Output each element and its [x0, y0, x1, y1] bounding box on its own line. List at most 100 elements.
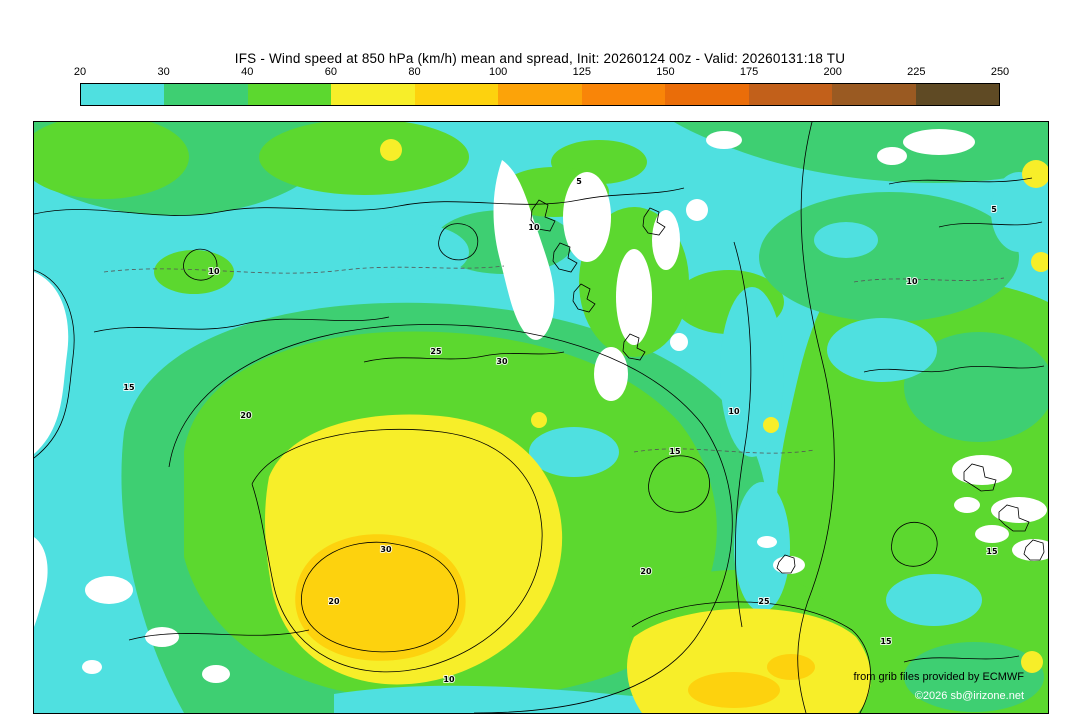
wind-region: [688, 672, 780, 708]
colorbar-bar: [80, 83, 1000, 106]
wind-region: [34, 537, 48, 627]
spread-contour-dashed: [103, 265, 505, 274]
credit-copyright: ©2026 sb@irizone.net: [915, 690, 1024, 702]
wind-region: [594, 347, 628, 401]
spread-contour: [34, 269, 75, 459]
colorbar-segment: [832, 84, 916, 105]
wind-region: [34, 122, 189, 199]
contour-label: 20: [328, 597, 340, 606]
wind-region: [827, 318, 937, 382]
contour-label: 25: [758, 597, 770, 606]
contour-label: 5: [576, 177, 582, 186]
colorbar-tick: 60: [324, 66, 337, 78]
contour-labels-layer: 15 20 25 30 10 15 10 20 25 15 10 5 10 15…: [122, 176, 999, 685]
spread-contour: [34, 187, 685, 216]
spread-contour: [301, 541, 459, 653]
wind-region: [82, 660, 102, 674]
spread-contour: [776, 554, 796, 574]
wind-region: [757, 536, 777, 548]
wind-region: [759, 192, 1019, 322]
wind-field-layer: [34, 122, 1048, 713]
wind-region: [359, 224, 469, 280]
contour-label: 30: [380, 545, 392, 554]
wind-region: [1012, 539, 1048, 561]
wind-region: [616, 249, 652, 345]
wind-region: [652, 210, 680, 270]
wind-region: [202, 665, 230, 683]
credit-ecmwf: from grib files provided by ECMWF: [853, 671, 1024, 683]
colorbar-segment: [164, 84, 248, 105]
contour-label: 10: [443, 675, 455, 684]
colorbar-segment: [915, 84, 999, 105]
colorbar-segment: [247, 84, 332, 105]
spread-contour: [648, 455, 710, 513]
spread-contour: [998, 504, 1030, 532]
wind-region: [529, 427, 619, 477]
wind-region: [904, 332, 1048, 442]
wind-region: [975, 525, 1009, 543]
credits: from grib files provided by ECMWF ©2026 …: [853, 671, 1024, 702]
spread-contour: [903, 655, 1020, 663]
colorbar: 20 30 40 60 80 100 125 150 175 200 225 2…: [74, 66, 1009, 106]
spread-contour: [622, 333, 646, 361]
spread-contour: [251, 428, 543, 673]
wind-region: [903, 129, 975, 155]
spread-contour: [963, 463, 997, 492]
contour-label: 30: [496, 357, 508, 366]
wind-region: [767, 654, 815, 680]
wind-region: [1022, 160, 1048, 188]
spread-contour: [363, 351, 565, 363]
wind-region: [145, 627, 179, 647]
colorbar-segment: [81, 84, 165, 105]
spread-contour: [938, 221, 1043, 228]
wind-region: [259, 122, 469, 195]
spread-contour: [642, 207, 666, 236]
contour-label: 20: [240, 411, 252, 420]
colorbar-tick: 40: [241, 66, 254, 78]
contour-label: 15: [986, 547, 998, 556]
wind-region: [563, 172, 611, 262]
wind-region: [706, 131, 742, 149]
weather-map: 15 20 25 30 10 15 10 20 25 15 10 5 10 15…: [33, 121, 1049, 714]
colorbar-segment: [414, 84, 499, 105]
spread-contour: [733, 241, 752, 628]
spread-contour: [797, 122, 835, 713]
wind-region: [763, 417, 779, 433]
colorbar-ticks: 20 30 40 60 80 100 125 150 175 200 225 2…: [74, 66, 1009, 81]
colorbar-tick: 175: [739, 66, 759, 78]
spread-contour: [891, 521, 938, 567]
contour-label: 10: [528, 223, 540, 232]
contour-label: 20: [640, 567, 652, 576]
spread-contours-layer: [34, 122, 1045, 713]
spread-contour: [631, 601, 871, 713]
contour-label: 15: [669, 447, 681, 456]
spread-contour: [168, 324, 733, 713]
spread-contour-dashed: [853, 277, 1005, 283]
colorbar-tick: 125: [572, 66, 592, 78]
spread-contour: [93, 316, 390, 333]
wind-region: [295, 534, 466, 661]
spread-contour-dashed: [633, 448, 815, 454]
colorbar-segment: [665, 84, 749, 105]
wind-region: [1021, 651, 1043, 673]
colorbar-tick: 250: [990, 66, 1010, 78]
contour-label: 25: [430, 347, 442, 356]
wind-region: [952, 455, 1012, 485]
colorbar-tick: 225: [907, 66, 926, 78]
wind-region: [493, 160, 555, 340]
spread-contour: [1023, 539, 1045, 561]
colorbar-tick: 30: [157, 66, 170, 78]
wind-region: [154, 250, 234, 294]
colorbar-tick: 200: [823, 66, 842, 78]
contour-label: 10: [906, 277, 918, 286]
wind-region: [814, 222, 878, 258]
wind-region: [991, 497, 1047, 523]
contour-label: 5: [991, 205, 997, 214]
wind-region: [904, 642, 1044, 712]
wind-region: [334, 685, 674, 713]
wind-map-svg: 15 20 25 30 10 15 10 20 25 15 10 5 10 15…: [34, 122, 1048, 713]
wind-region: [954, 497, 980, 513]
spread-contour: [863, 365, 1045, 373]
spread-contour: [572, 283, 596, 313]
